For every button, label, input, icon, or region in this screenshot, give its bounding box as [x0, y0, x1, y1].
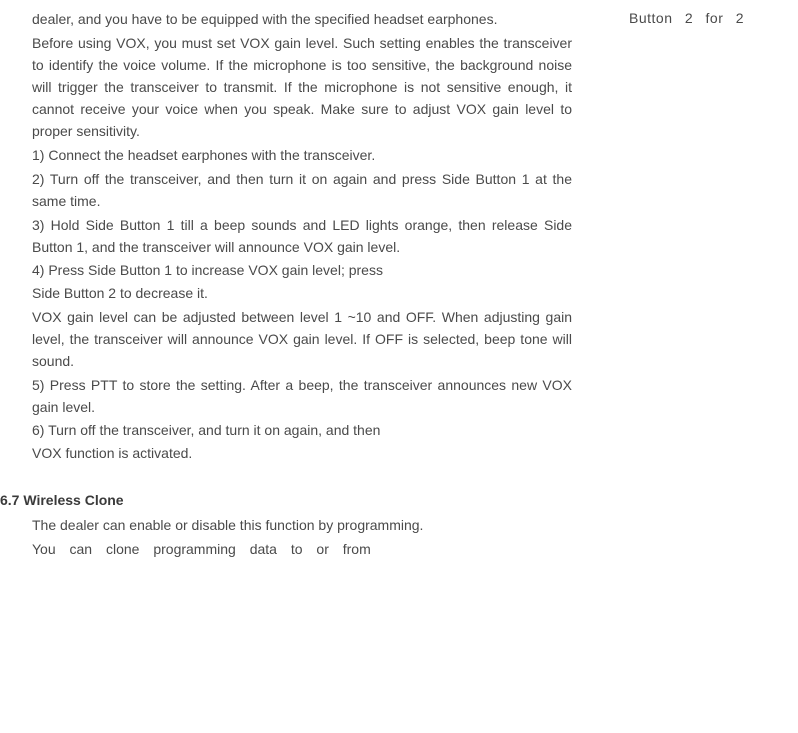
step-6-line2: VOX function is activated.	[32, 442, 572, 464]
step-2: 2) Turn off the transceiver, and then tu…	[32, 168, 572, 212]
step-4-line2: Side Button 2 to decrease it.	[32, 282, 572, 304]
step-3: 3) Hold Side Button 1 till a beep sounds…	[32, 214, 572, 258]
main-column: dealer, and you have to be equipped with…	[32, 8, 572, 562]
paragraph: You can clone programming data to or fro…	[32, 538, 572, 560]
paragraph: VOX gain level can be adjusted between l…	[32, 306, 572, 372]
paragraph: Before using VOX, you must set VOX gain …	[32, 32, 572, 142]
step-5: 5) Press PTT to store the setting. After…	[32, 374, 572, 418]
document-page: Button 2 for 2 dealer, and you have to b…	[0, 0, 798, 733]
step-6-line1: 6) Turn off the transceiver, and turn it…	[32, 420, 572, 440]
page-margin-fragment: Button 2 for 2	[629, 8, 784, 28]
section-heading-6-7: 6.7 Wireless Clone	[0, 490, 540, 510]
step-1: 1) Connect the headset earphones with th…	[32, 144, 572, 166]
paragraph: dealer, and you have to be equipped with…	[32, 8, 572, 30]
step-4-line1: 4) Press Side Button 1 to increase VOX g…	[32, 260, 572, 280]
paragraph: The dealer can enable or disable this fu…	[32, 514, 572, 536]
